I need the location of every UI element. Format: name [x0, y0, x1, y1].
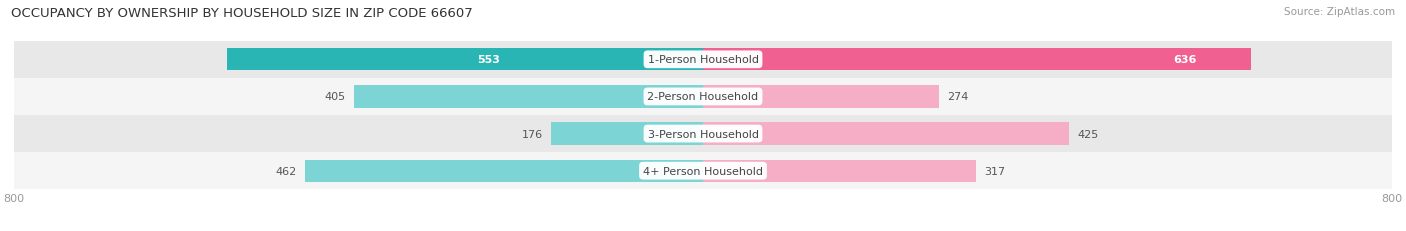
- Bar: [703, 123, 1069, 145]
- Text: OCCUPANCY BY OWNERSHIP BY HOUSEHOLD SIZE IN ZIP CODE 66607: OCCUPANCY BY OWNERSHIP BY HOUSEHOLD SIZE…: [11, 7, 472, 20]
- Text: 317: 317: [984, 166, 1005, 176]
- Text: 405: 405: [325, 92, 346, 102]
- Bar: [551, 123, 703, 145]
- Text: 274: 274: [948, 92, 969, 102]
- Text: 3-Person Household: 3-Person Household: [648, 129, 758, 139]
- Bar: [14, 152, 1392, 189]
- Bar: [14, 79, 1392, 116]
- Text: 2-Person Household: 2-Person Household: [647, 92, 759, 102]
- Text: 425: 425: [1077, 129, 1099, 139]
- Bar: [14, 116, 1392, 152]
- Text: 462: 462: [276, 166, 297, 176]
- Text: 4+ Person Household: 4+ Person Household: [643, 166, 763, 176]
- Bar: [226, 49, 703, 71]
- Bar: [703, 86, 939, 108]
- Bar: [354, 86, 703, 108]
- Text: 636: 636: [1173, 55, 1197, 65]
- Text: 1-Person Household: 1-Person Household: [648, 55, 758, 65]
- Bar: [305, 160, 703, 182]
- Text: 176: 176: [522, 129, 543, 139]
- Bar: [14, 42, 1392, 79]
- Text: 553: 553: [477, 55, 501, 65]
- Bar: [703, 49, 1251, 71]
- Text: Source: ZipAtlas.com: Source: ZipAtlas.com: [1284, 7, 1395, 17]
- Bar: [703, 160, 976, 182]
